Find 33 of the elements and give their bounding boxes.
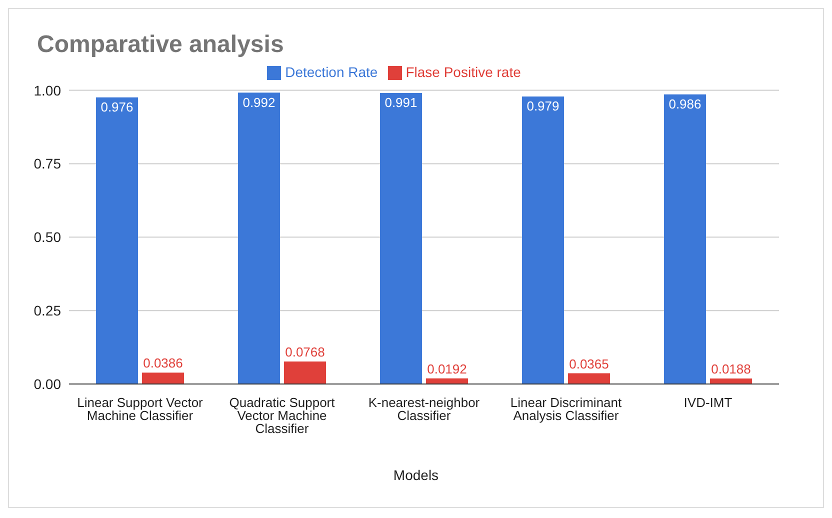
bar bbox=[96, 97, 138, 384]
data-label: 0.0386 bbox=[143, 356, 183, 371]
data-label: 0.979 bbox=[526, 98, 560, 114]
legend-label: Detection Rate bbox=[285, 64, 378, 80]
y-tick-label: 0.25 bbox=[34, 302, 62, 319]
bar bbox=[710, 378, 752, 384]
data-label: 0.991 bbox=[384, 95, 418, 110]
bar bbox=[142, 372, 184, 384]
y-tick-label: 0.75 bbox=[34, 156, 62, 172]
bar bbox=[238, 92, 280, 384]
chart-title: Comparative analysis bbox=[36, 30, 285, 59]
x-tick-label: Quadratic Support Vector Machine Classifier bbox=[229, 395, 336, 436]
x-tick-label: K-nearest-neighbor Classifier bbox=[368, 395, 480, 424]
data-label: 0.986 bbox=[668, 96, 702, 112]
y-tick-label: 0.50 bbox=[34, 229, 62, 246]
data-label: 0.0192 bbox=[427, 361, 467, 376]
data-label: 0.992 bbox=[242, 94, 276, 110]
bar bbox=[664, 94, 706, 384]
data-label: 0.976 bbox=[100, 100, 134, 115]
x-tick-label: Linear Support Vector Machine Classifier bbox=[77, 395, 204, 424]
x-axis-title: Models bbox=[392, 467, 440, 483]
y-tick-label: 0.00 bbox=[34, 376, 62, 392]
x-tick-label: Linear Discriminant Analysis Classifier bbox=[510, 395, 622, 424]
data-label: 0.0188 bbox=[711, 361, 751, 376]
bar bbox=[284, 361, 326, 384]
legend-label: Flase Positive rate bbox=[406, 64, 521, 80]
y-tick-label: 1.00 bbox=[34, 82, 62, 98]
bar bbox=[522, 96, 564, 384]
x-tick-label: IVD-IMT bbox=[684, 395, 732, 410]
bar bbox=[380, 92, 422, 384]
data-label: 0.0365 bbox=[569, 356, 609, 372]
bar bbox=[568, 373, 610, 384]
data-label: 0.0768 bbox=[285, 344, 325, 360]
